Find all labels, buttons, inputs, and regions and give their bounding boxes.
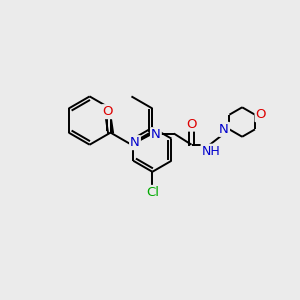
Text: N: N <box>130 136 140 149</box>
Text: N: N <box>151 128 161 141</box>
Text: O: O <box>256 108 266 121</box>
Text: O: O <box>186 118 197 130</box>
Text: O: O <box>102 105 113 118</box>
Text: N: N <box>219 123 229 136</box>
Text: Cl: Cl <box>146 186 159 199</box>
Text: NH: NH <box>202 145 220 158</box>
